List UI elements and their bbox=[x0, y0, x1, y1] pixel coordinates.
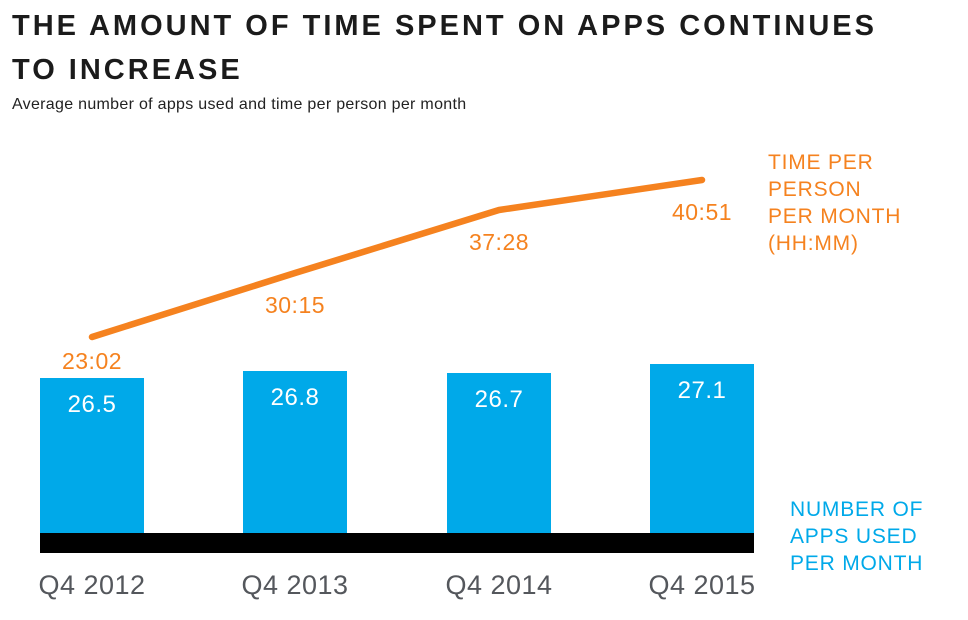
bar-value-label: 26.7 bbox=[474, 386, 524, 413]
legend-time-per-person: TIME PER PERSON PER MONTH (HH:MM) bbox=[768, 149, 968, 257]
legend-time-line-2: PER MONTH bbox=[768, 205, 902, 228]
legend-apps-used: NUMBER OF APPS USED PER MONTH bbox=[790, 496, 923, 577]
chart-title: THE AMOUNT OF TIME SPENT ON APPS CONTINU… bbox=[12, 4, 877, 92]
x-axis-label: Q4 2012 bbox=[38, 570, 146, 600]
bar-q4-2012: 26.5 bbox=[40, 378, 144, 533]
bar-value-label: 26.5 bbox=[67, 391, 117, 418]
bar-value-label: 27.1 bbox=[677, 377, 727, 404]
legend-time-line-1: TIME PER PERSON bbox=[768, 151, 874, 201]
bar-q4-2015: 27.1 bbox=[650, 364, 754, 533]
legend-apps-line-1: NUMBER OF bbox=[790, 498, 924, 521]
legend-time-line-3: (HH:MM) bbox=[768, 232, 859, 255]
bar-q4-2014: 26.7 bbox=[447, 373, 551, 533]
chart-title-line-2: TO INCREASE bbox=[12, 54, 243, 86]
legend-apps-line-3: PER MONTH bbox=[790, 552, 924, 575]
x-axis-baseline bbox=[40, 533, 754, 553]
time-value-label: 23:02 bbox=[61, 348, 123, 374]
bar-value-label: 26.8 bbox=[270, 384, 320, 411]
bar-q4-2013: 26.8 bbox=[243, 371, 347, 533]
time-value-label: 30:15 bbox=[264, 292, 326, 318]
time-value-label: 37:28 bbox=[468, 229, 530, 255]
chart-title-line-1: THE AMOUNT OF TIME SPENT ON APPS CONTINU… bbox=[12, 10, 877, 42]
legend-apps-line-2: APPS USED bbox=[790, 525, 918, 548]
chart-subtitle: Average number of apps used and time per… bbox=[12, 96, 467, 113]
time-line-path bbox=[88, 176, 706, 341]
x-axis-label: Q4 2014 bbox=[445, 570, 553, 600]
x-axis-label: Q4 2013 bbox=[241, 570, 349, 600]
x-axis-label: Q4 2015 bbox=[648, 570, 756, 600]
time-value-label: 40:51 bbox=[671, 199, 733, 225]
